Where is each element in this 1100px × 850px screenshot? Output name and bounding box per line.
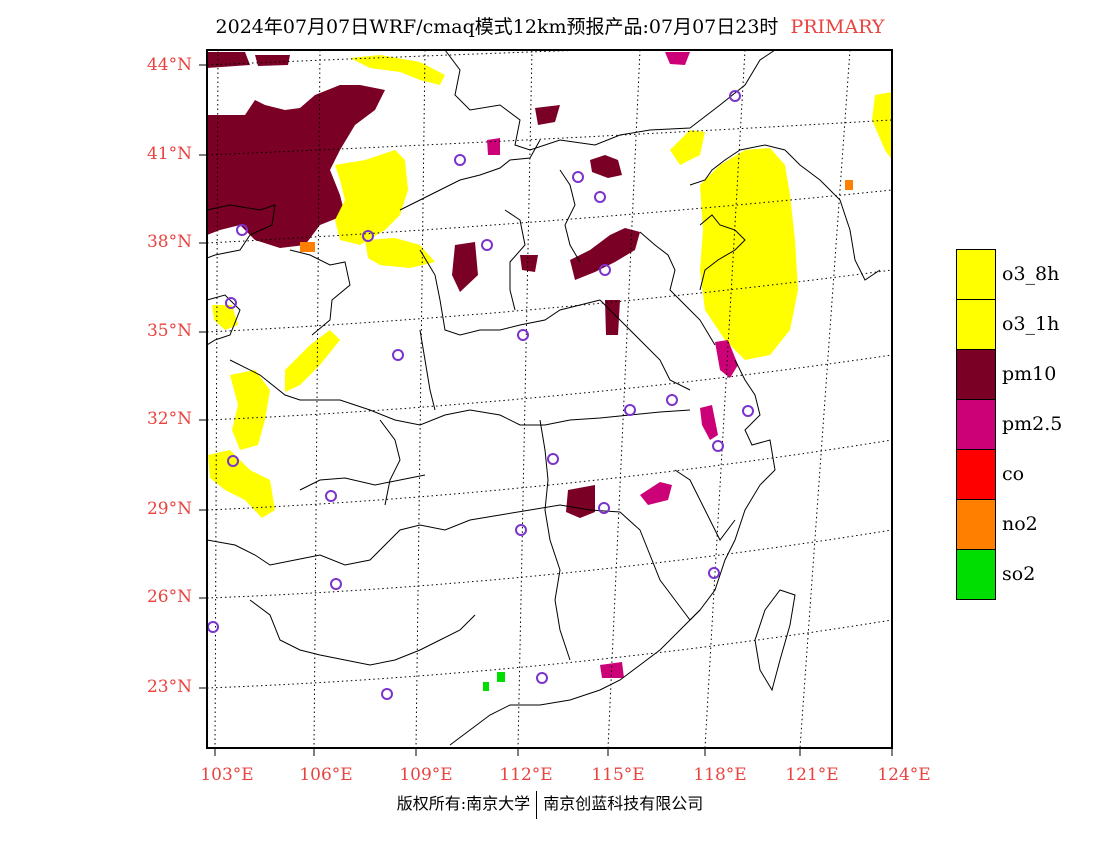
lat-label: 29°N — [146, 499, 192, 519]
pm10-patch — [255, 55, 290, 66]
legend-label: so2 — [1002, 563, 1036, 585]
pm25-patch — [600, 662, 624, 678]
legend-label: no2 — [1002, 513, 1038, 535]
boundaries — [207, 50, 881, 746]
pm25-patch — [665, 52, 690, 65]
pm10-patch — [207, 52, 250, 68]
lon-label: 112°E — [499, 765, 553, 785]
o3-patch — [212, 305, 238, 330]
lat-label: 38°N — [146, 232, 192, 252]
lat-label: 32°N — [146, 409, 192, 429]
pm10-patch — [520, 255, 538, 272]
so2-patch — [497, 672, 505, 682]
title-text: 2024年07月07日WRF/cmaq模式12km预报产品:07月07日23时 — [215, 16, 779, 38]
legend-swatch — [956, 299, 996, 350]
o3-patch — [365, 238, 435, 268]
pm10-patch — [590, 155, 622, 178]
o3-patch — [285, 330, 340, 392]
pm25-patch — [715, 340, 738, 378]
legend-label: o3_8h — [1002, 263, 1060, 285]
legend-label: pm10 — [1002, 363, 1057, 385]
map-title: 2024年07月07日WRF/cmaq模式12km预报产品:07月07日23时 P… — [0, 12, 1100, 39]
copyright-left: 版权所有:南京大学 — [396, 794, 531, 813]
lon-label: 106°E — [299, 765, 353, 785]
lon-label: 118°E — [693, 765, 747, 785]
pollution-patches — [207, 52, 892, 691]
pm25-patch — [487, 138, 500, 155]
title-tag: PRIMARY — [790, 16, 885, 38]
pm10-patch — [535, 105, 560, 125]
o3-patch — [670, 130, 705, 165]
lon-label: 109°E — [399, 765, 453, 785]
o3-patch — [872, 92, 892, 160]
pm10-patch — [566, 485, 595, 518]
lat-label: 23°N — [146, 677, 192, 697]
pm25-patch — [700, 405, 718, 440]
legend-swatch — [956, 449, 996, 500]
lat-label: 26°N — [146, 587, 192, 607]
copyright-right: 南京创蓝科技有限公司 — [543, 794, 704, 813]
o3-patch — [335, 150, 408, 245]
pm10-patch — [570, 228, 640, 280]
lat-label: 44°N — [146, 55, 192, 75]
lat-label: 35°N — [146, 321, 192, 341]
o3-patch — [208, 450, 275, 518]
legend-swatch — [956, 499, 996, 550]
legend-label: co — [1002, 463, 1025, 485]
pm25-patch — [640, 482, 672, 505]
lon-label: 124°E — [877, 765, 931, 785]
no2-patch — [300, 242, 315, 252]
no2-patch — [845, 180, 853, 190]
legend-label: pm2.5 — [1002, 413, 1063, 435]
pm10-patch — [452, 242, 478, 292]
legend-swatch — [956, 349, 996, 400]
o3-patch — [350, 55, 445, 85]
legend-swatch — [956, 399, 996, 450]
o3-patch — [230, 370, 270, 450]
legend-swatch — [956, 549, 996, 600]
lon-label: 121°E — [785, 765, 839, 785]
o3-patch — [700, 148, 798, 360]
lat-label: 41°N — [146, 144, 192, 164]
map-frame — [206, 49, 893, 749]
lon-label: 115°E — [591, 765, 645, 785]
legend-label: o3_1h — [1002, 313, 1060, 335]
tick-marks — [199, 64, 893, 756]
so2-patch — [483, 682, 489, 691]
lon-label: 103°E — [200, 765, 254, 785]
pm10-patch — [207, 85, 385, 248]
copyright-divider — [536, 790, 538, 819]
copyright: 版权所有:南京大学 南京创蓝科技有限公司 — [0, 790, 1100, 819]
city-markers — [207, 90, 754, 700]
legend-swatch — [956, 249, 996, 300]
